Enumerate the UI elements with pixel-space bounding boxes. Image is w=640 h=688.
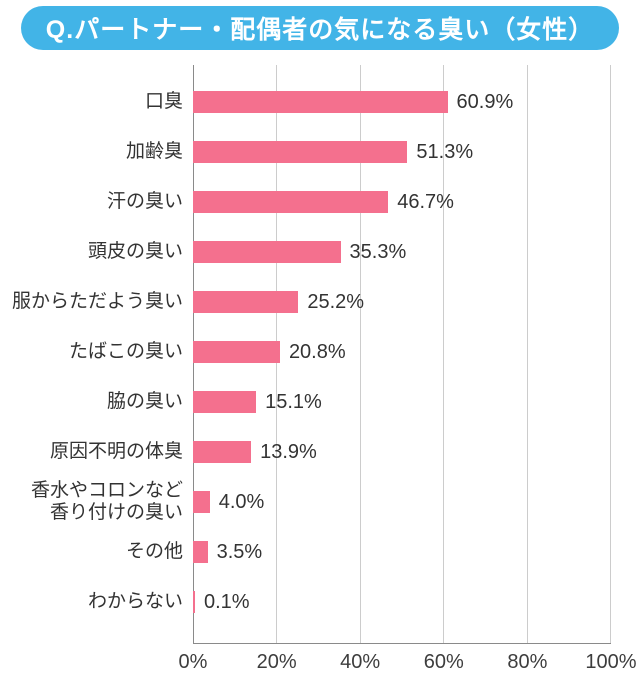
gridline-60	[443, 65, 445, 643]
bar	[193, 391, 257, 413]
value-label: 60.9%	[456, 90, 514, 113]
category-label: 脇の臭い	[106, 391, 183, 412]
category-label: その他	[125, 541, 183, 562]
value-label: 35.3%	[349, 240, 407, 263]
x-tick-label: 60%	[423, 651, 464, 673]
x-tick-label: 0%	[178, 651, 208, 673]
bar-row: 加齢臭 51.3%	[0, 127, 640, 177]
gridline-80	[526, 65, 528, 643]
value-label: 20.8%	[288, 340, 346, 363]
bar-track: 51.3%	[193, 141, 611, 164]
bar	[193, 341, 280, 363]
category-label: 原因不明の体臭	[49, 441, 183, 462]
value-label: 3.5%	[216, 540, 263, 563]
bar	[193, 191, 389, 213]
bar-row: 香水やコロンなど 香り付けの臭い 4.0%	[0, 477, 640, 527]
x-tick-label: 40%	[340, 651, 381, 673]
category-label: 口臭	[144, 91, 183, 112]
category-label: たばこの臭い	[68, 341, 183, 362]
bar-track: 3.5%	[193, 541, 611, 564]
x-tick-label: 20%	[256, 651, 297, 673]
bar-track: 60.9%	[193, 91, 611, 114]
bar-row: 口臭 60.9%	[0, 77, 640, 127]
bar-chart: 口臭 60.9% 加齢臭 51.3% 汗の臭い 46.7% 頭皮の臭い 35.3% 服からただよ…	[0, 65, 640, 682]
bar-track: 4.0%	[193, 491, 611, 514]
bar-track: 25.2%	[193, 291, 611, 314]
bar	[193, 91, 448, 113]
bar-row: 頭皮の臭い 35.3%	[0, 227, 640, 277]
category-label: 加齢臭	[125, 141, 183, 162]
category-label: わからない	[87, 591, 183, 612]
value-label: 13.9%	[260, 440, 317, 463]
bar-row: その他 3.5%	[0, 527, 640, 577]
chart-title-text: Q.パートナー・配偶者の気になる臭い（女性）	[45, 16, 595, 44]
value-label: 51.3%	[416, 140, 474, 163]
category-label: 服からただよう臭い	[11, 291, 183, 312]
bar	[193, 591, 195, 613]
bar	[193, 141, 408, 163]
x-tick-label: 80%	[507, 651, 548, 673]
x-tick-label: 100%	[585, 651, 637, 673]
bar-row: 原因不明の体臭 13.9%	[0, 427, 640, 477]
bar-track: 0.1%	[193, 591, 611, 614]
bar-row: 汗の臭い 46.7%	[0, 177, 640, 227]
bar-track: 15.1%	[193, 391, 611, 414]
chart-title: Q.パートナー・配偶者の気になる臭い（女性）	[21, 6, 619, 50]
bar	[193, 241, 341, 263]
bar	[193, 441, 252, 463]
bar-track: 35.3%	[193, 241, 611, 264]
value-label: 25.2%	[307, 290, 365, 313]
category-label: 頭皮の臭い	[87, 241, 183, 262]
value-label: 4.0%	[218, 490, 265, 513]
bar-row: 服からただよう臭い 25.2%	[0, 277, 640, 327]
bar-row: たばこの臭い 20.8%	[0, 327, 640, 377]
bar-track: 46.7%	[193, 191, 611, 214]
gridline-100	[610, 65, 611, 643]
bar-track: 20.8%	[193, 341, 611, 364]
bar	[193, 541, 208, 563]
bar-rows: 口臭 60.9% 加齢臭 51.3% 汗の臭い 46.7% 頭皮の臭い 35.3% 服からただよ…	[0, 65, 640, 627]
category-label: 香水やコロンなど 香り付けの臭い	[30, 480, 183, 523]
category-label: 汗の臭い	[106, 191, 183, 212]
bar	[193, 291, 299, 313]
value-label: 46.7%	[397, 190, 454, 213]
bar-row: わからない 0.1%	[0, 577, 640, 627]
bar-track: 13.9%	[193, 441, 611, 464]
value-label: 0.1%	[204, 590, 250, 613]
gridline-40	[359, 65, 361, 643]
value-label: 15.1%	[265, 390, 322, 413]
bar	[193, 491, 210, 513]
bar-row: 脇の臭い 15.1%	[0, 377, 640, 427]
